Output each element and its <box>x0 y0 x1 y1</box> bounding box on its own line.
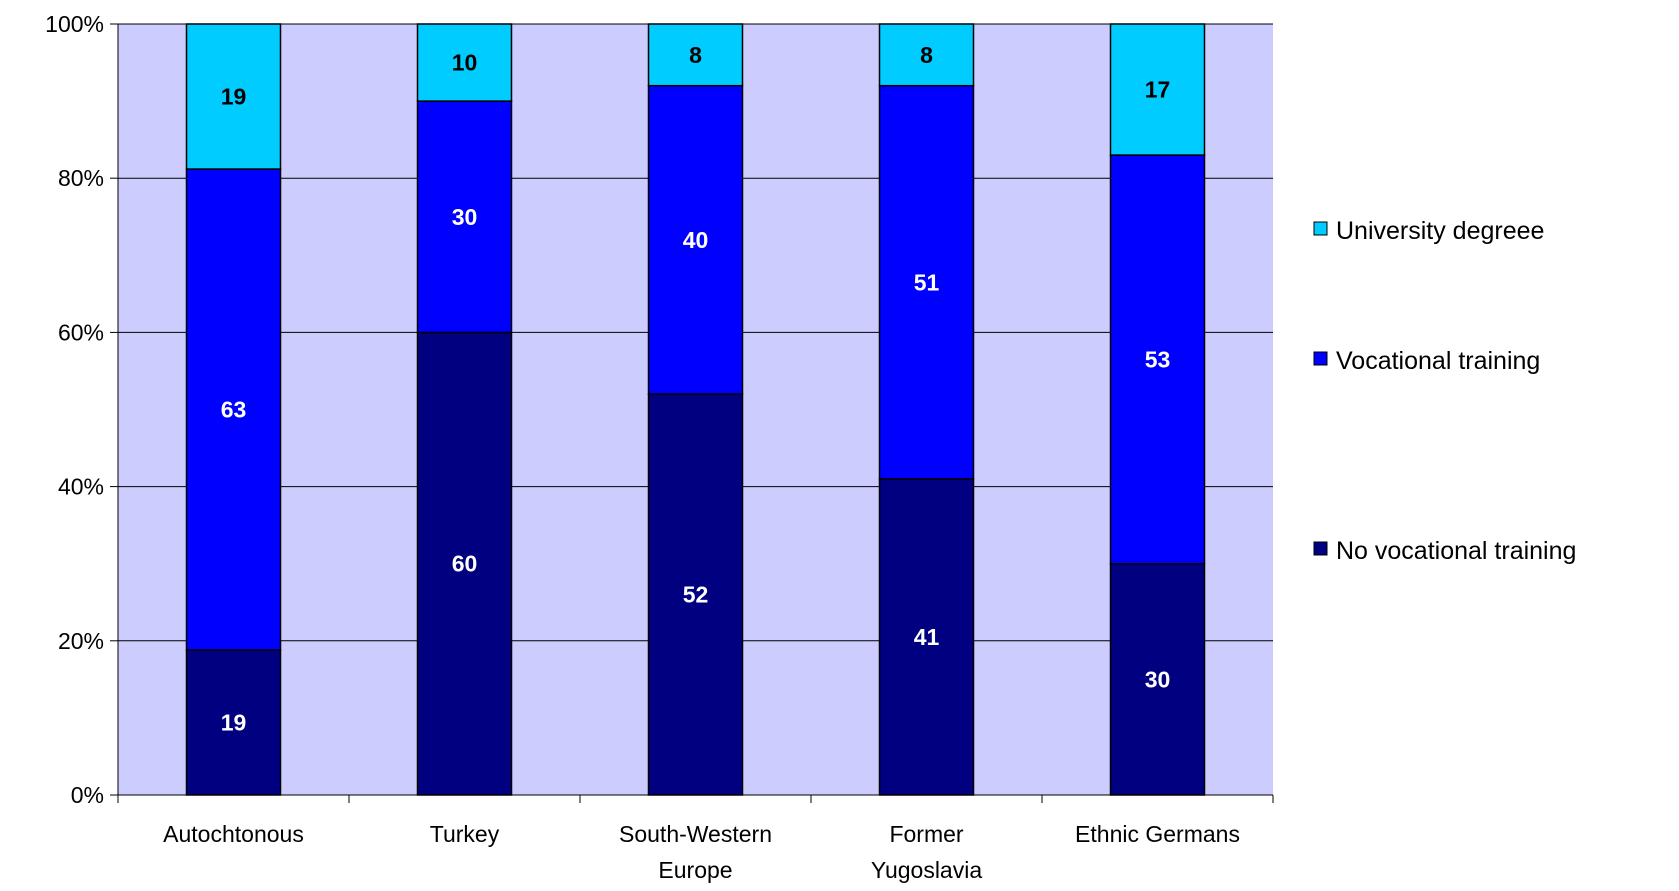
data-label: 63 <box>221 397 247 423</box>
x-category-label: Ethnic Germans <box>1075 821 1240 847</box>
legend-swatch <box>1313 351 1328 366</box>
x-category-label: South-Western Europe <box>619 821 772 883</box>
data-label: 52 <box>683 582 709 608</box>
bar-segment <box>878 478 975 796</box>
bar-segment <box>185 168 282 651</box>
y-tick-label: 100% <box>45 11 104 37</box>
bar-segment <box>647 84 744 395</box>
bar-segment <box>185 23 282 170</box>
bar-segment <box>1109 23 1206 156</box>
data-label: 51 <box>914 269 940 295</box>
y-tick-label: 40% <box>58 474 104 500</box>
bar-segment <box>647 23 744 87</box>
data-label: 19 <box>221 709 247 735</box>
legend: University degreee Vocational training No … <box>1313 217 1576 565</box>
x-category-label: Autochtonous <box>163 821 304 847</box>
data-label: 8 <box>920 42 933 68</box>
legend-entry: No vocational training <box>1336 537 1576 565</box>
legend-entry: Vocational training <box>1336 347 1540 375</box>
y-tick-label: 80% <box>58 165 104 191</box>
bar-segment <box>416 331 513 796</box>
bars <box>185 23 1206 796</box>
bar-segment <box>416 23 513 102</box>
data-label: 17 <box>1145 77 1171 103</box>
x-category-label: Former Yugoslavia <box>871 821 982 883</box>
bar-segment <box>878 84 975 480</box>
x-category-label: Turkey <box>430 821 500 847</box>
axes <box>110 23 1274 803</box>
legend-entry: University degreee <box>1336 217 1544 245</box>
data-label: 10 <box>452 50 478 76</box>
y-tick-label: 60% <box>58 319 104 345</box>
bar-segment <box>878 23 975 87</box>
data-label: 40 <box>683 227 709 253</box>
data-label: 19 <box>221 84 247 110</box>
legend-swatch <box>1313 541 1328 556</box>
data-label: 30 <box>452 204 478 230</box>
data-labels: 19 63 19 60 30 10 52 40 8 41 51 8 30 53 17 <box>221 42 1171 736</box>
bar-segment <box>185 649 282 796</box>
data-label: 41 <box>914 624 940 650</box>
legend-swatch <box>1313 221 1328 236</box>
data-label: 8 <box>689 42 702 68</box>
y-tick-label: 20% <box>58 628 104 654</box>
data-label: 53 <box>1145 346 1171 372</box>
data-label: 60 <box>452 551 478 577</box>
bar-segment <box>1109 562 1206 796</box>
y-axis-tick-labels: 0% 20% 40% 60% 80% 100% <box>45 11 104 808</box>
y-tick-label: 0% <box>71 782 104 808</box>
data-label: 30 <box>1145 666 1171 692</box>
bar-segment <box>416 100 513 334</box>
x-axis-category-labels: Autochtonous Turkey South-Western Europe For… <box>163 821 1240 883</box>
